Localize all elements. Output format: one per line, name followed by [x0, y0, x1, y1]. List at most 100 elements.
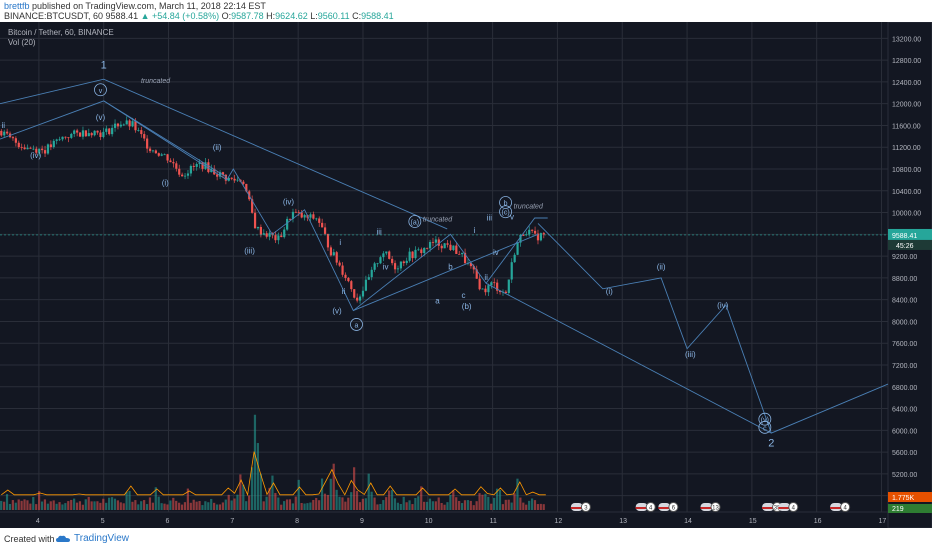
candle-body [76, 130, 79, 133]
low-label: L: [310, 11, 318, 21]
candle-body [125, 120, 128, 125]
volume-bar [175, 500, 178, 510]
candle-body [140, 130, 143, 135]
candle-body [303, 215, 306, 218]
volume-bar [248, 495, 251, 510]
wave-label: v [510, 213, 514, 222]
volume-bar [262, 501, 265, 510]
candle-body [443, 243, 446, 249]
volume-bar [525, 504, 528, 510]
elliott-wave-line [0, 78, 448, 230]
volume-bar [335, 489, 338, 510]
top-header: brettfb published on TradingView.com, Ma… [0, 0, 932, 22]
candle-body [172, 162, 175, 164]
candle-body [367, 277, 370, 280]
x-tick-label: 9 [360, 518, 364, 525]
volume-bar [423, 501, 426, 510]
elliott-wave-line [103, 100, 228, 178]
volume-bar [472, 505, 475, 510]
price-chart[interactable]: 13200.00 12800.00 12400.00 12000.00 11600.00… [0, 22, 932, 528]
candle-body [87, 133, 90, 137]
candle-body [186, 173, 190, 176]
volume-bar [353, 467, 356, 510]
candle-body [35, 148, 38, 153]
volume-bar [487, 496, 490, 510]
volume-bar [46, 503, 49, 510]
y-tick-label: 12400.00 [892, 80, 921, 87]
volume-bar [350, 492, 353, 510]
elliott-wave-line [537, 223, 772, 434]
candle-body [463, 252, 467, 264]
volume-bar [151, 502, 154, 510]
low-value: 9560.11 [317, 11, 350, 21]
candle-body [73, 130, 76, 134]
candle-body [90, 133, 93, 136]
x-tick-label: 17 [879, 518, 887, 525]
volume-bar [221, 502, 224, 510]
candle-body [111, 127, 114, 135]
event-count-badge [668, 502, 679, 512]
volume-bar [189, 502, 192, 510]
candle-body [481, 288, 484, 290]
wave-circle [499, 205, 512, 219]
volume-bar [49, 501, 52, 510]
volume-bar [382, 500, 385, 510]
volume-bar [466, 500, 469, 510]
volume-bar [207, 502, 210, 510]
username-link[interactable]: brettfb [4, 1, 30, 11]
candle-body [426, 247, 429, 249]
volume-bar [140, 501, 143, 510]
candle-body [0, 130, 3, 136]
volume-bar [437, 497, 440, 510]
volume-bar [379, 503, 382, 510]
y-tick-label: 6800.00 [892, 385, 917, 392]
volume-bar [542, 504, 545, 510]
candle-body [455, 245, 458, 254]
volume-bar [533, 500, 537, 510]
circled-wave-label: (v) [761, 417, 769, 424]
candle-body [43, 150, 47, 154]
wave-label: iv [383, 263, 389, 272]
candle-body [341, 265, 344, 275]
candle-body [539, 233, 543, 241]
volume-bar [84, 499, 87, 510]
volume-bar [309, 502, 312, 510]
candle-body [38, 148, 41, 153]
candle-body [364, 279, 367, 291]
tradingview-brand[interactable]: TradingView [74, 533, 130, 544]
y-tick-label: 6400.00 [892, 407, 917, 414]
volume-bar [250, 467, 254, 510]
candle-body [312, 214, 315, 219]
elliott-wave-line [353, 233, 539, 312]
volume-bar [481, 494, 484, 510]
volume-bar [180, 504, 184, 510]
wave-label: (ii) [213, 143, 222, 152]
candle-body [370, 269, 373, 278]
chart-area[interactable]: 13200.00 12800.00 12400.00 12000.00 11600.00… [0, 22, 932, 528]
candle-body [408, 251, 411, 261]
volume-bar [396, 502, 399, 510]
x-tick-label: 16 [814, 518, 822, 525]
legend-volume: Vol (20) [8, 38, 36, 47]
candle-body [242, 181, 245, 184]
candle-body [309, 214, 312, 218]
volume-bar [236, 494, 239, 510]
volume-bar [78, 501, 82, 510]
volume-bar [105, 502, 108, 510]
candle-body [166, 154, 169, 161]
publish-line: brettfb published on TradingView.com, Ma… [4, 1, 266, 11]
volume-bar [43, 499, 47, 510]
wave-label: iv [493, 248, 499, 257]
candle-body [207, 162, 210, 173]
candle-body [446, 243, 449, 245]
candle-body [224, 174, 227, 181]
volume-bar [192, 499, 195, 510]
candle-body [148, 148, 152, 152]
circled-wave-label: v [99, 88, 103, 95]
event-count-label: 35 [774, 506, 781, 512]
candle-body [137, 130, 140, 131]
candle-body [458, 253, 461, 255]
volume-bar [224, 499, 227, 510]
circled-wave-label: b [504, 200, 508, 207]
volume-bar [536, 504, 539, 510]
